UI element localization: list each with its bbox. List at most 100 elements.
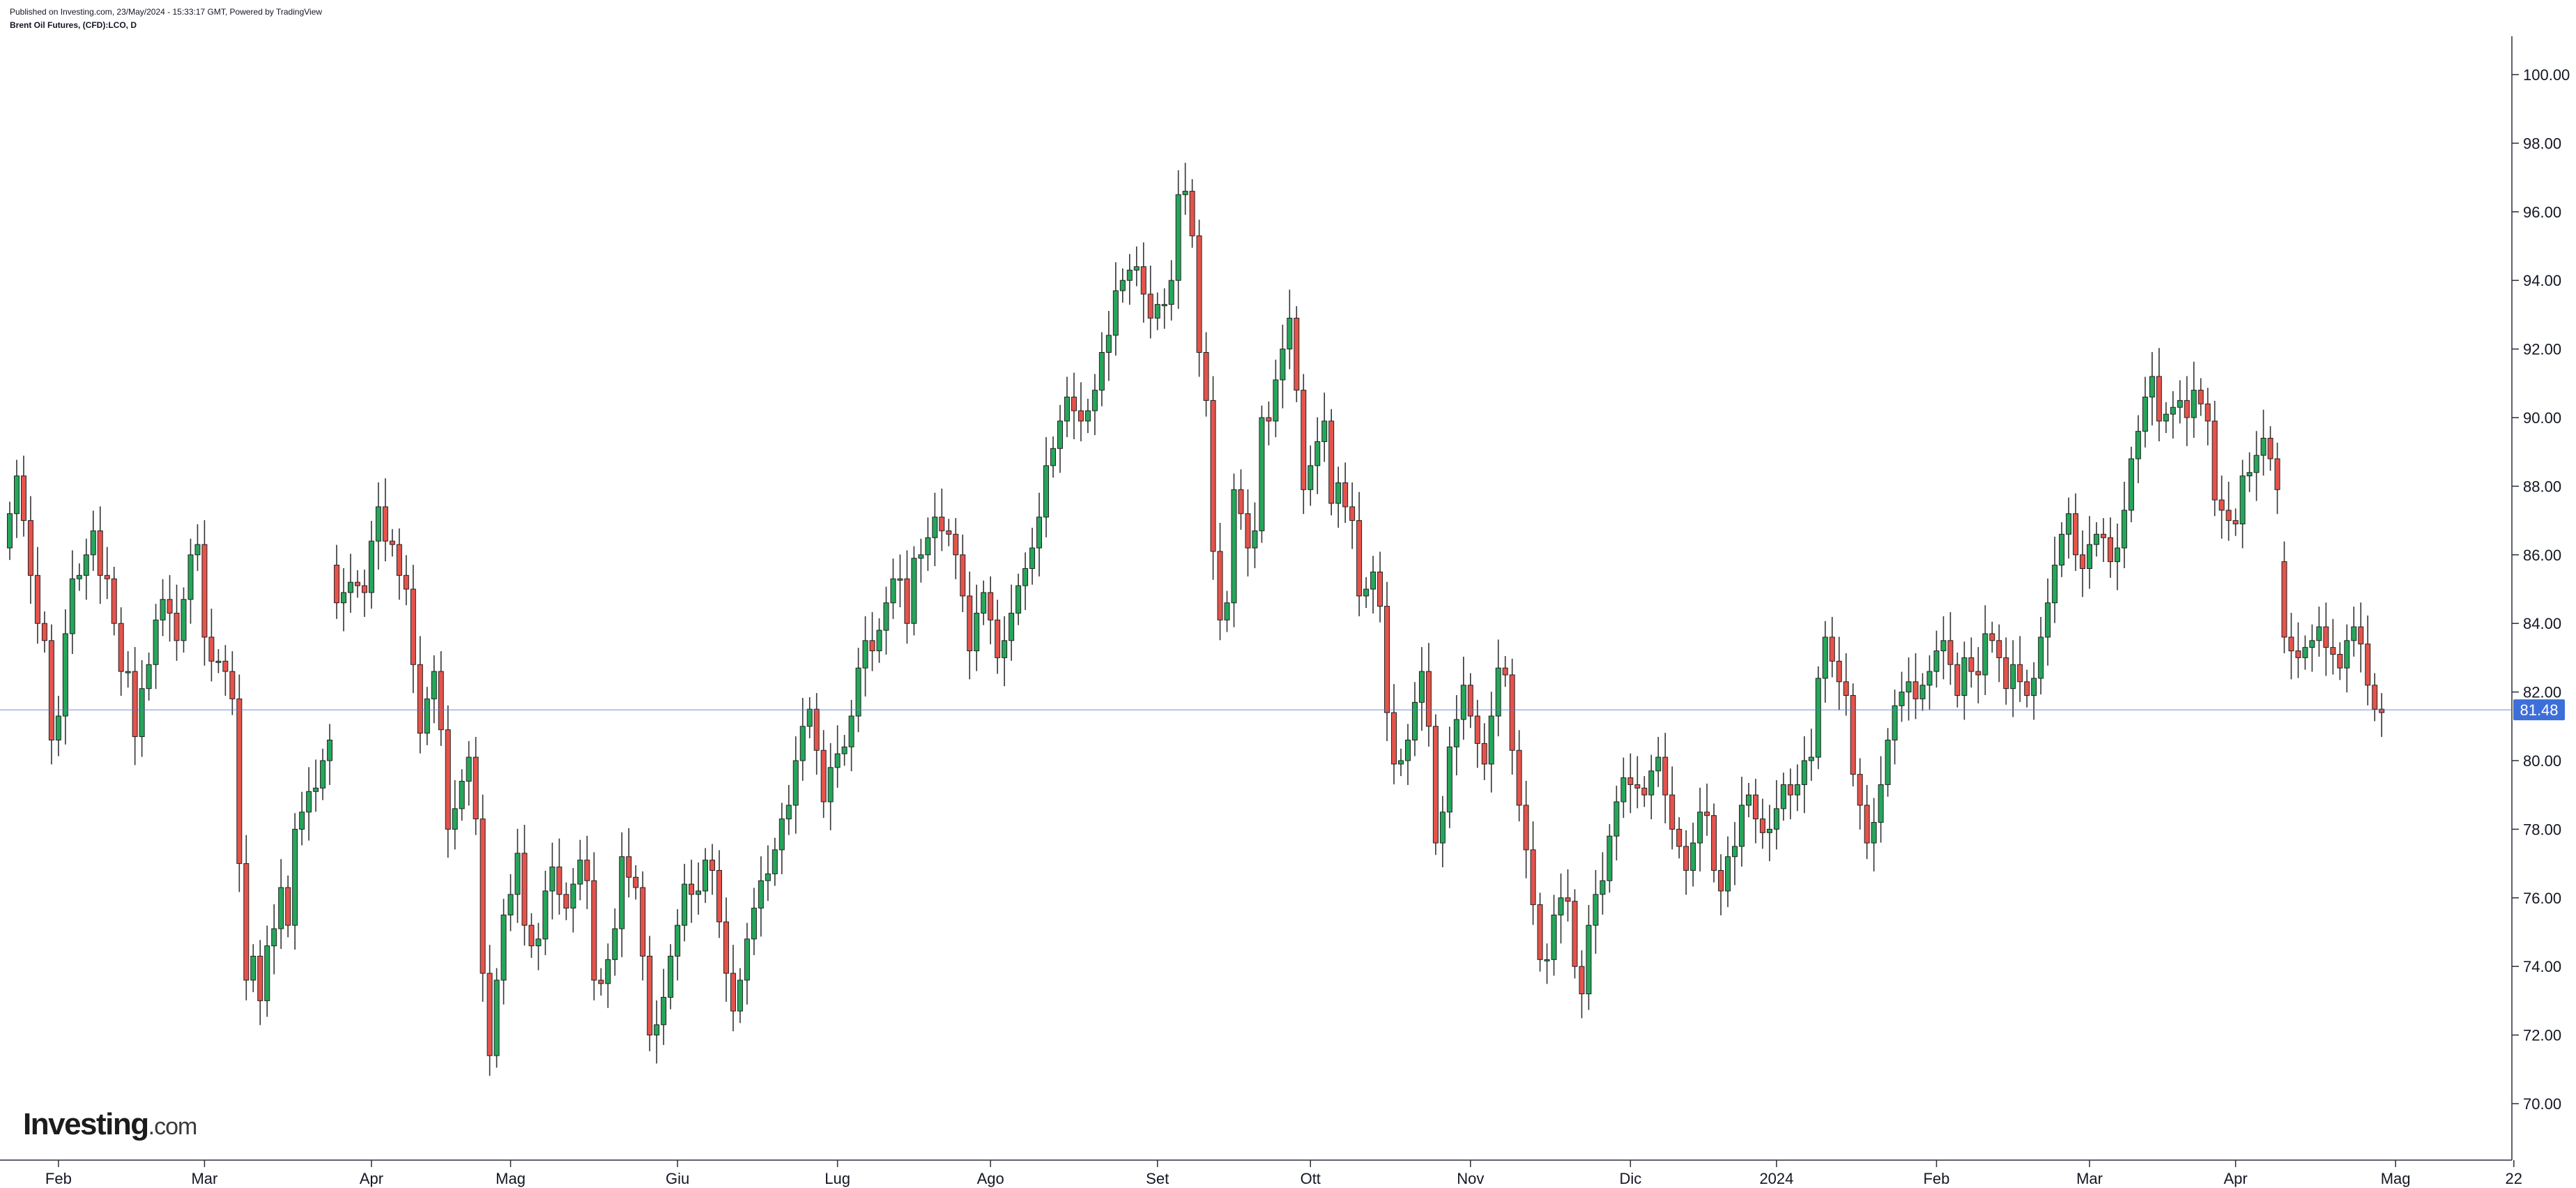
y-tick-label: 96.00 (2523, 204, 2561, 221)
candle-body (1836, 660, 1842, 683)
candle-body (2316, 626, 2322, 641)
candle-body (1335, 482, 1342, 504)
candle-body (661, 996, 667, 1026)
candle-body (612, 928, 618, 960)
candle-body (1975, 671, 1981, 676)
candle-body (187, 554, 194, 600)
candle-body (2274, 458, 2280, 490)
candle-body (918, 554, 924, 559)
candle-body (250, 955, 256, 981)
candle-body (83, 554, 89, 576)
candle-body (626, 856, 632, 878)
candle-body (1565, 897, 1571, 902)
x-tick-label: Mag (2381, 1170, 2411, 1187)
candle-body (2066, 513, 2072, 535)
candle-body (2267, 438, 2274, 459)
candle-body (1168, 280, 1174, 305)
candle-body (243, 863, 250, 981)
candle-body (389, 540, 395, 545)
candle-body (869, 640, 875, 652)
candle-body (946, 530, 952, 535)
candle-body (1105, 335, 1112, 353)
candle-body (2094, 533, 2099, 545)
candle-body (1196, 235, 1202, 353)
candle-body (2163, 413, 2169, 422)
candle-body (1892, 705, 1898, 740)
candle-body (619, 856, 625, 929)
candle-body (1161, 304, 1167, 307)
candle-body (535, 938, 542, 947)
candle-body (2031, 678, 2037, 696)
candle-body (403, 574, 409, 590)
y-tick-label: 86.00 (2523, 547, 2561, 564)
candle-body (2288, 637, 2294, 652)
candle-body (1022, 568, 1029, 586)
candle-body (1523, 805, 1529, 851)
candle-body (2239, 475, 2246, 525)
candle-body (2205, 403, 2211, 422)
candle-body (1175, 194, 1181, 281)
x-tick-label: Giu (666, 1170, 689, 1187)
candle-body (1147, 294, 1153, 319)
candle-body (1829, 637, 1835, 662)
candle-body (1676, 828, 1682, 847)
candle-body (1794, 784, 1800, 795)
candle-body (897, 578, 903, 581)
candle-body (7, 513, 13, 549)
candle-body (1961, 657, 1968, 696)
candle-body (848, 715, 854, 747)
candle-body (1641, 787, 1648, 795)
candle-body (341, 592, 347, 604)
y-tick-label: 92.00 (2523, 341, 2561, 358)
candle-body (1009, 612, 1015, 641)
candle-body (1752, 794, 1758, 820)
candle-body (368, 540, 374, 593)
candle-body (1885, 739, 1891, 785)
candle-body (76, 574, 82, 579)
candle-body (1655, 756, 1662, 772)
candle-body (1572, 901, 1578, 967)
candle-body (1189, 190, 1195, 236)
candle-body (1850, 695, 1856, 775)
candle-body (1328, 420, 1335, 504)
candle-body (111, 578, 117, 624)
candle-body (2295, 650, 2301, 658)
candle-body (1119, 280, 1126, 291)
candle-body (1648, 770, 1655, 795)
candle-body (1607, 835, 1613, 881)
candle-body (208, 637, 215, 662)
candle-body (69, 578, 75, 634)
candle-body (785, 805, 792, 820)
candle-body (257, 955, 263, 1001)
candle-body (2281, 561, 2287, 638)
candle-body (1989, 633, 1995, 641)
candle-body (1280, 349, 1286, 381)
candle-body (486, 973, 493, 1056)
candle-body (1912, 681, 1919, 699)
candle-body (1544, 959, 1550, 961)
candle-body (348, 581, 354, 593)
candle-body (62, 633, 68, 717)
candle-body (2059, 533, 2065, 566)
candle-body (452, 808, 458, 830)
candle-body (1808, 756, 1814, 761)
candle-body (772, 849, 778, 874)
candle-body (1029, 547, 1036, 569)
candle-body (1182, 190, 1188, 195)
candle-body (1418, 671, 1425, 703)
candle-body (2045, 602, 2051, 638)
candle-body (890, 578, 896, 604)
candle-body (1871, 822, 1877, 844)
candle-body (1252, 530, 1258, 549)
candle-body (1377, 571, 1383, 607)
candle-body (1516, 749, 1522, 806)
candle-body (313, 787, 319, 792)
candle-body (1711, 815, 1717, 871)
candle-body (981, 592, 987, 614)
candle-body (500, 914, 507, 981)
candle-body (1746, 794, 1751, 806)
candle-body (2114, 547, 2120, 563)
candle-body (2107, 537, 2113, 563)
candle-body (361, 585, 367, 593)
